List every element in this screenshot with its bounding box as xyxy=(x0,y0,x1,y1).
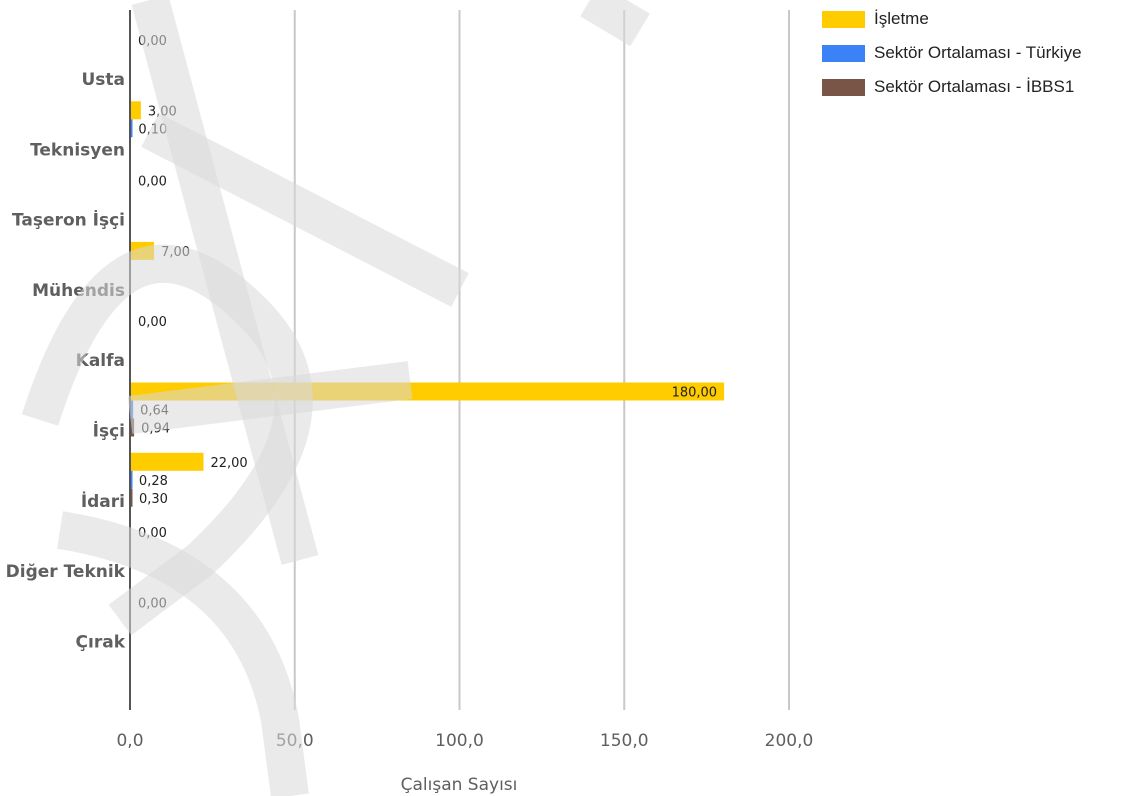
category-label: Mühendis xyxy=(32,281,125,301)
category-label: Usta xyxy=(81,70,125,90)
legend: İşletme Sektör Ortalaması - Türkiye Sekt… xyxy=(822,2,1082,104)
bar xyxy=(131,101,141,120)
data-label: 0,00 xyxy=(138,526,167,541)
data-label: 7,00 xyxy=(161,245,190,260)
bar xyxy=(131,400,134,419)
data-label: 0,30 xyxy=(139,492,168,507)
category-label: Kalfa xyxy=(76,351,125,371)
x-tick-label: 150,0 xyxy=(600,731,649,751)
data-label: 0,00 xyxy=(138,596,167,611)
bar xyxy=(131,452,204,471)
data-label: 0,28 xyxy=(139,474,168,489)
legend-item-ibbs1: Sektör Ortalaması - İBBS1 xyxy=(822,70,1082,104)
bar xyxy=(131,418,135,437)
data-label: 0,10 xyxy=(138,122,167,137)
data-label: 22,00 xyxy=(210,456,247,471)
x-tick-label: 0,0 xyxy=(116,731,143,751)
legend-item-turkiye: Sektör Ortalaması - Türkiye xyxy=(822,36,1082,70)
grid-layer xyxy=(293,10,790,710)
bar xyxy=(131,382,725,401)
legend-label: Sektör Ortalaması - Türkiye xyxy=(874,43,1082,62)
legend-label: Sektör Ortalaması - İBBS1 xyxy=(874,77,1075,96)
category-label: Diğer Teknik xyxy=(6,562,126,582)
data-label: 0,00 xyxy=(138,175,167,190)
data-label: 0,00 xyxy=(138,315,167,330)
category-label: İdari xyxy=(81,490,125,512)
bars-layer xyxy=(131,101,725,507)
category-label: Taşeron İşçi xyxy=(12,209,125,231)
legend-item-isletme: İşletme xyxy=(822,2,1082,36)
legend-swatch xyxy=(822,10,865,28)
category-label: Teknisyen xyxy=(30,140,125,160)
bar xyxy=(131,241,155,260)
legend-swatch xyxy=(822,44,865,62)
x-tick-label: 100,0 xyxy=(435,731,484,751)
legend-label: İşletme xyxy=(874,9,929,28)
data-label: 0,94 xyxy=(141,422,170,437)
data-label: 0,00 xyxy=(138,34,167,49)
x-axis-title: Çalışan Sayısı xyxy=(401,775,518,795)
data-label: 180,00 xyxy=(672,386,718,401)
x-tick-label: 50,0 xyxy=(276,731,314,751)
category-label: Çırak xyxy=(76,632,126,652)
bar xyxy=(131,119,133,138)
legend-swatch xyxy=(822,78,865,96)
bar xyxy=(131,488,133,507)
data-label: 3,00 xyxy=(148,104,177,119)
category-label: İşçi xyxy=(93,420,125,442)
data-label: 0,64 xyxy=(140,404,169,419)
x-tick-label: 200,0 xyxy=(765,731,814,751)
bar xyxy=(131,470,133,489)
